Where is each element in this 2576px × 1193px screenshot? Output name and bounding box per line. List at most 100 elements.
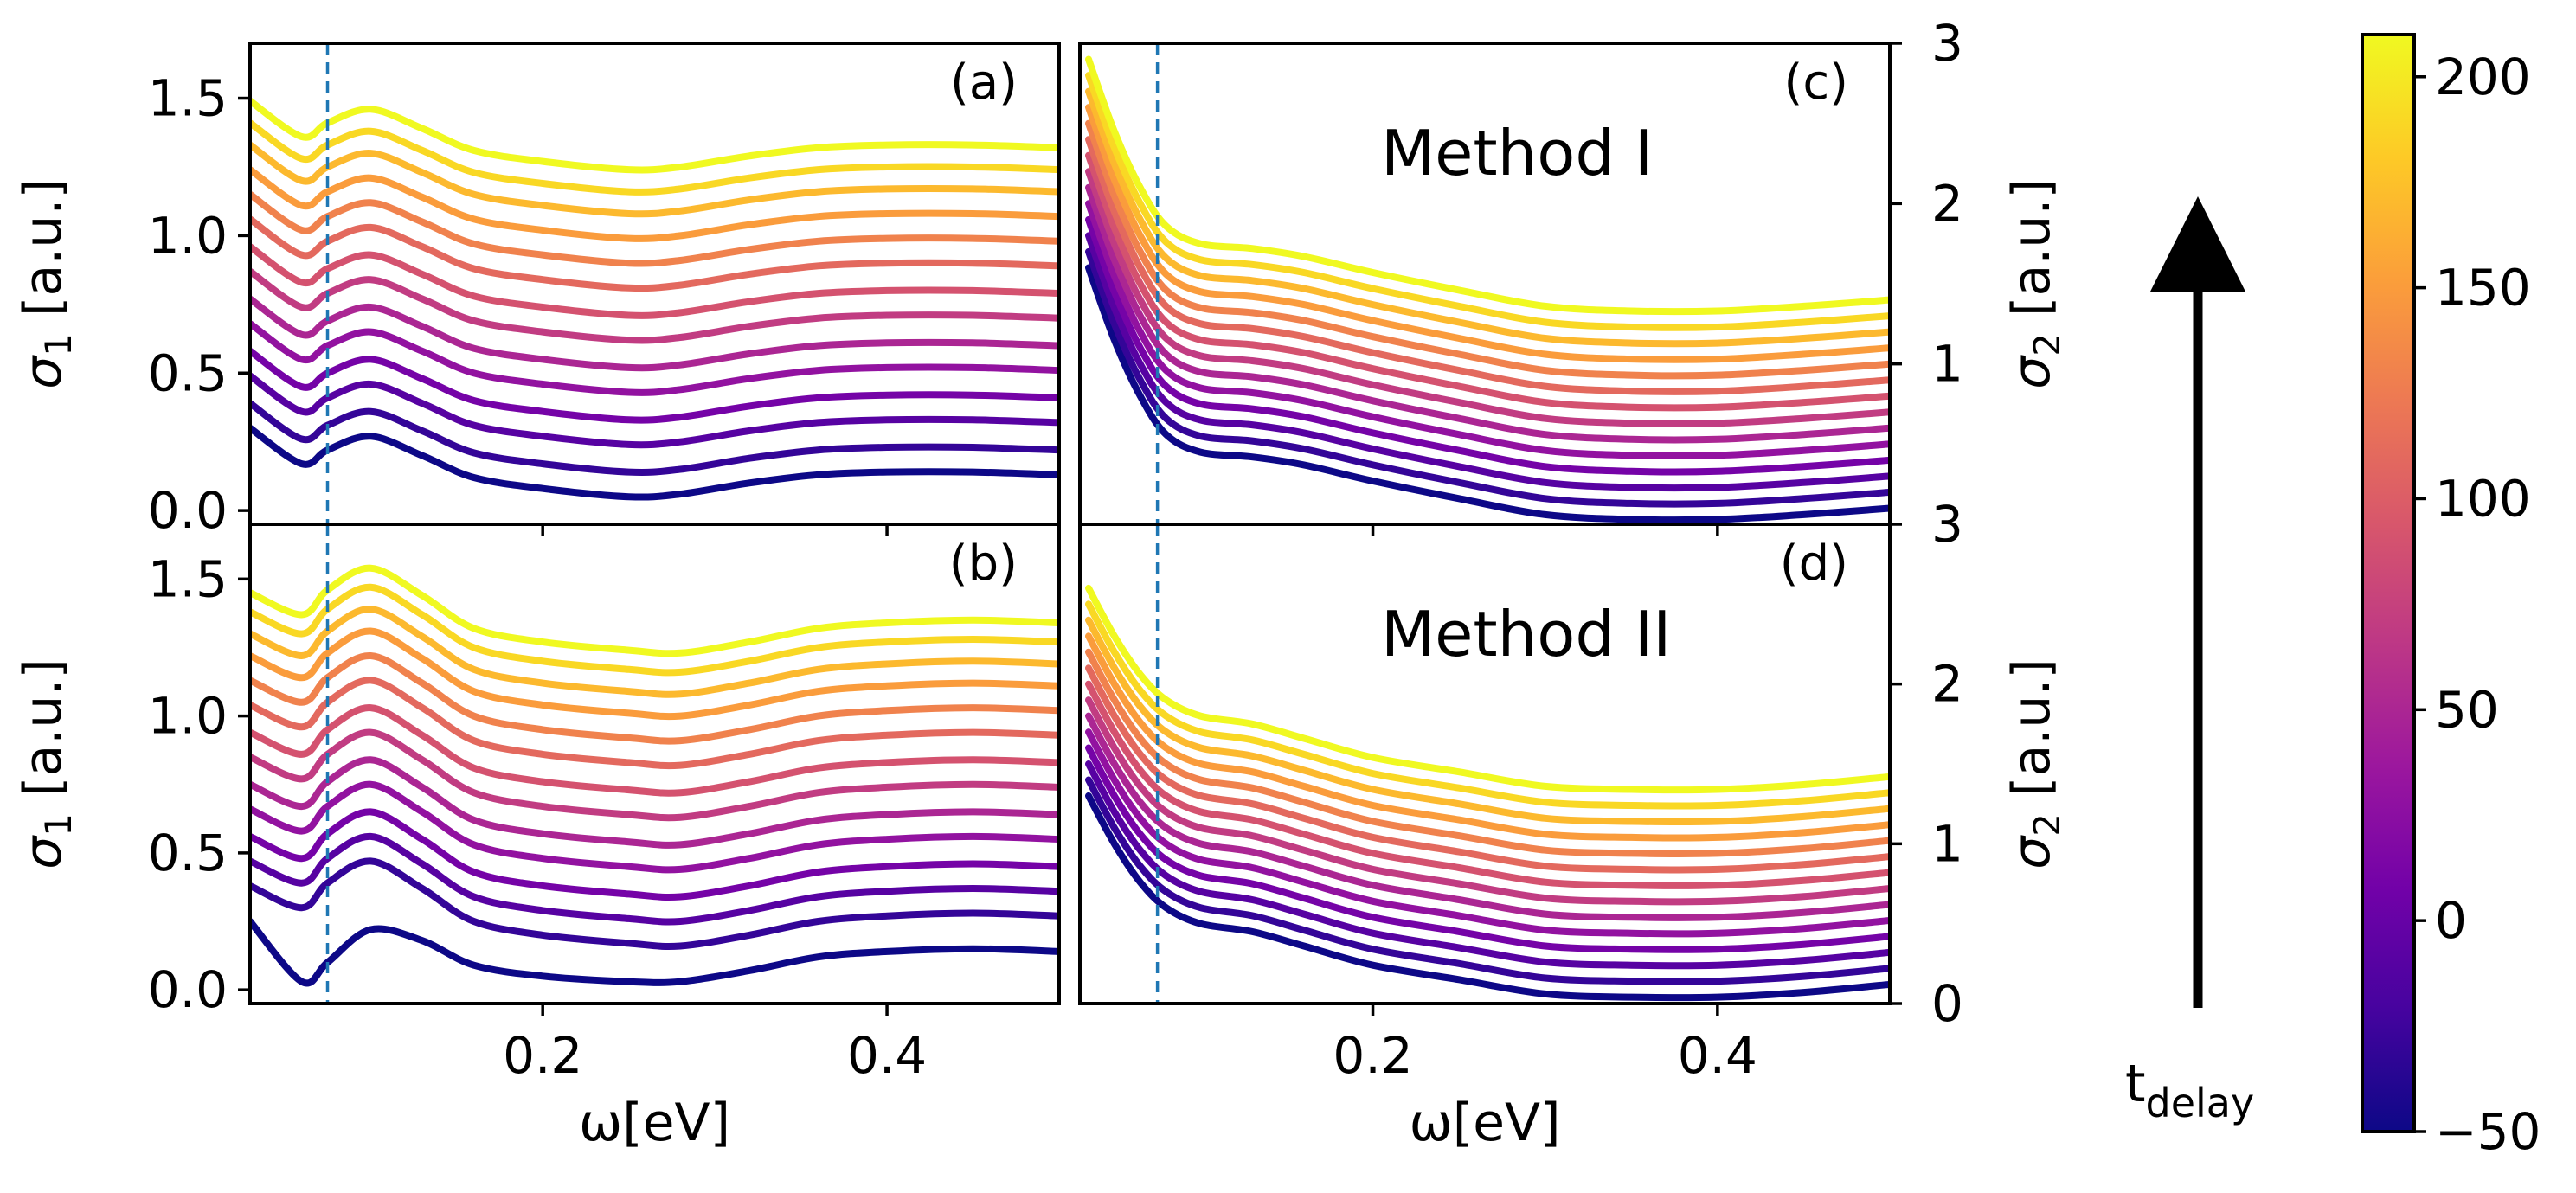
series-line-delay-10 — [250, 627, 1059, 721]
series-line-delay-8 — [250, 215, 1059, 292]
series-line-delay-3 — [1085, 744, 1890, 953]
series-line-delay-8 — [1085, 136, 1890, 395]
series-line-delay-11 — [250, 141, 1059, 218]
y-axis-title: σ2 [a.u.] — [2001, 178, 2068, 389]
series-line-delay-6 — [1085, 168, 1890, 427]
series-line-delay-5 — [1085, 183, 1890, 444]
colorbar-tick-label: 100 — [2435, 469, 2531, 528]
series-line-delay-5 — [250, 756, 1059, 849]
series-line-delay-7 — [1085, 151, 1890, 412]
series-line-delay-12 — [1085, 72, 1890, 331]
y-axis-unit: [a.u.] — [13, 178, 74, 333]
series-line-delay-1 — [1085, 776, 1890, 985]
colorbar-tick-label: 50 — [2435, 680, 2499, 739]
series-line-delay-7 — [250, 243, 1059, 319]
series-line-delay-7 — [250, 704, 1059, 797]
series-line-delay-4 — [250, 320, 1059, 396]
y-axis-title: σ1 [a.u.] — [13, 178, 80, 389]
series-line-delay-13 — [1085, 584, 1890, 794]
y-axis-symbol: σ — [2001, 355, 2062, 389]
series-line-delay-4 — [1085, 728, 1890, 938]
series-line-delay-12 — [250, 119, 1059, 196]
series-line-delay-11 — [250, 606, 1059, 698]
series-line-delay-3 — [250, 808, 1059, 901]
series-line-delay-1 — [250, 400, 1059, 476]
x-axis-layer: 0.2 0.4 ω[eV] 0.2 0.4 ω[eV] — [503, 1026, 1757, 1153]
series-line-delay-5 — [250, 295, 1059, 372]
y-tick-label: 0.5 — [148, 824, 228, 882]
series-line-delay-2 — [1085, 232, 1890, 492]
plot-area — [250, 524, 1059, 1004]
series-line-delay-10 — [1085, 632, 1890, 842]
y-tick-label: 0.0 — [148, 481, 228, 540]
plot-area — [1085, 43, 1890, 524]
series-line-delay-8 — [1085, 664, 1890, 874]
series-line-delay-10 — [250, 166, 1059, 242]
series-line-delay-6 — [250, 267, 1059, 344]
series-line-delay-0 — [1085, 264, 1890, 524]
colorbar-frame — [2361, 33, 2416, 1133]
y-tick-label: 1.5 — [148, 69, 228, 128]
delay-indicator: tdelay — [2125, 196, 2255, 1126]
series-line-delay-2 — [250, 372, 1059, 449]
y-axis-symbol: σ — [13, 835, 74, 869]
panel-a: 0.0 0.5 1.0 1.5 σ1 [a.u.] (a) — [13, 42, 1061, 540]
colorbar-tick-label: 150 — [2435, 259, 2531, 317]
series-line-delay-0 — [1085, 792, 1890, 1002]
series-line-delay-9 — [1085, 648, 1890, 857]
plot-area — [1085, 524, 1890, 1004]
series-line-delay-7 — [1085, 680, 1890, 889]
colorbar: −50 0 50 100 150 200 — [2361, 33, 2541, 1161]
y-tick-label: 1.0 — [148, 206, 228, 265]
panel-label: (c) — [1784, 55, 1848, 111]
panels-layer: 0.00.51.01.5σ1 [a.u.](a)0.00.51.01.5σ1 [… — [13, 14, 2068, 1033]
panel-frame — [1078, 523, 1892, 1005]
delay-label-subscript: delay — [2146, 1080, 2255, 1126]
plot-area — [250, 43, 1059, 524]
x-tick-label: 0.4 — [1678, 1026, 1757, 1085]
y-axis-unit: [a.u.] — [2001, 658, 2062, 813]
series-line-delay-4 — [1085, 200, 1890, 459]
panel-frame — [248, 42, 1061, 526]
y-axis-symbol: σ — [2001, 835, 2062, 869]
series-line-delay-5 — [1085, 712, 1890, 921]
series-line-delay-10 — [1085, 104, 1890, 363]
y-tick-label: 1.5 — [148, 549, 228, 608]
colorbar-tick-label: 200 — [2435, 48, 2531, 106]
y-axis-unit: [a.u.] — [13, 658, 74, 813]
series-line-delay-11 — [1085, 87, 1890, 348]
series-line-delay-6 — [250, 728, 1059, 822]
panel-label: (a) — [950, 55, 1018, 111]
series-line-delay-9 — [250, 190, 1059, 267]
series-line-delay-3 — [1085, 215, 1890, 476]
y-axis-symbol: σ — [13, 355, 74, 389]
colorbar-gradient — [2362, 35, 2414, 1132]
panel-b: 0.0 0.5 1.0 1.5 σ1 [a.u.] (b) — [13, 523, 1061, 1019]
series-line-delay-4 — [250, 780, 1059, 874]
delay-label-main: t — [2125, 1054, 2146, 1114]
series-line-delay-8 — [250, 677, 1059, 770]
series-line-delay-3 — [250, 347, 1059, 424]
series-line-delay-0 — [250, 918, 1059, 987]
method-label: Method I — [1381, 117, 1653, 189]
colorbar-tick-label: 0 — [2435, 891, 2467, 950]
x-tick-label: 0.2 — [1333, 1026, 1412, 1085]
series-line-delay-9 — [1085, 119, 1890, 380]
y-tick-label: 3 — [1931, 14, 1963, 73]
panel-label: (b) — [949, 536, 1018, 592]
x-tick-label: 0.4 — [847, 1026, 927, 1085]
series-line-delay-13 — [250, 97, 1059, 174]
colorbar-tick-label: −50 — [2435, 1102, 2541, 1161]
x-tick-label: 0.2 — [503, 1026, 582, 1085]
series-line-delay-13 — [250, 564, 1059, 657]
y-tick-label: 1 — [1931, 335, 1963, 394]
y-tick-label: 0.0 — [148, 960, 228, 1019]
x-axis-title: ω[eV] — [579, 1093, 730, 1153]
series-line-delay-12 — [1085, 600, 1890, 810]
y-axis-title: σ2 [a.u.] — [2001, 658, 2068, 869]
series-line-delay-6 — [1085, 696, 1890, 906]
series-line-delay-1 — [250, 857, 1059, 950]
